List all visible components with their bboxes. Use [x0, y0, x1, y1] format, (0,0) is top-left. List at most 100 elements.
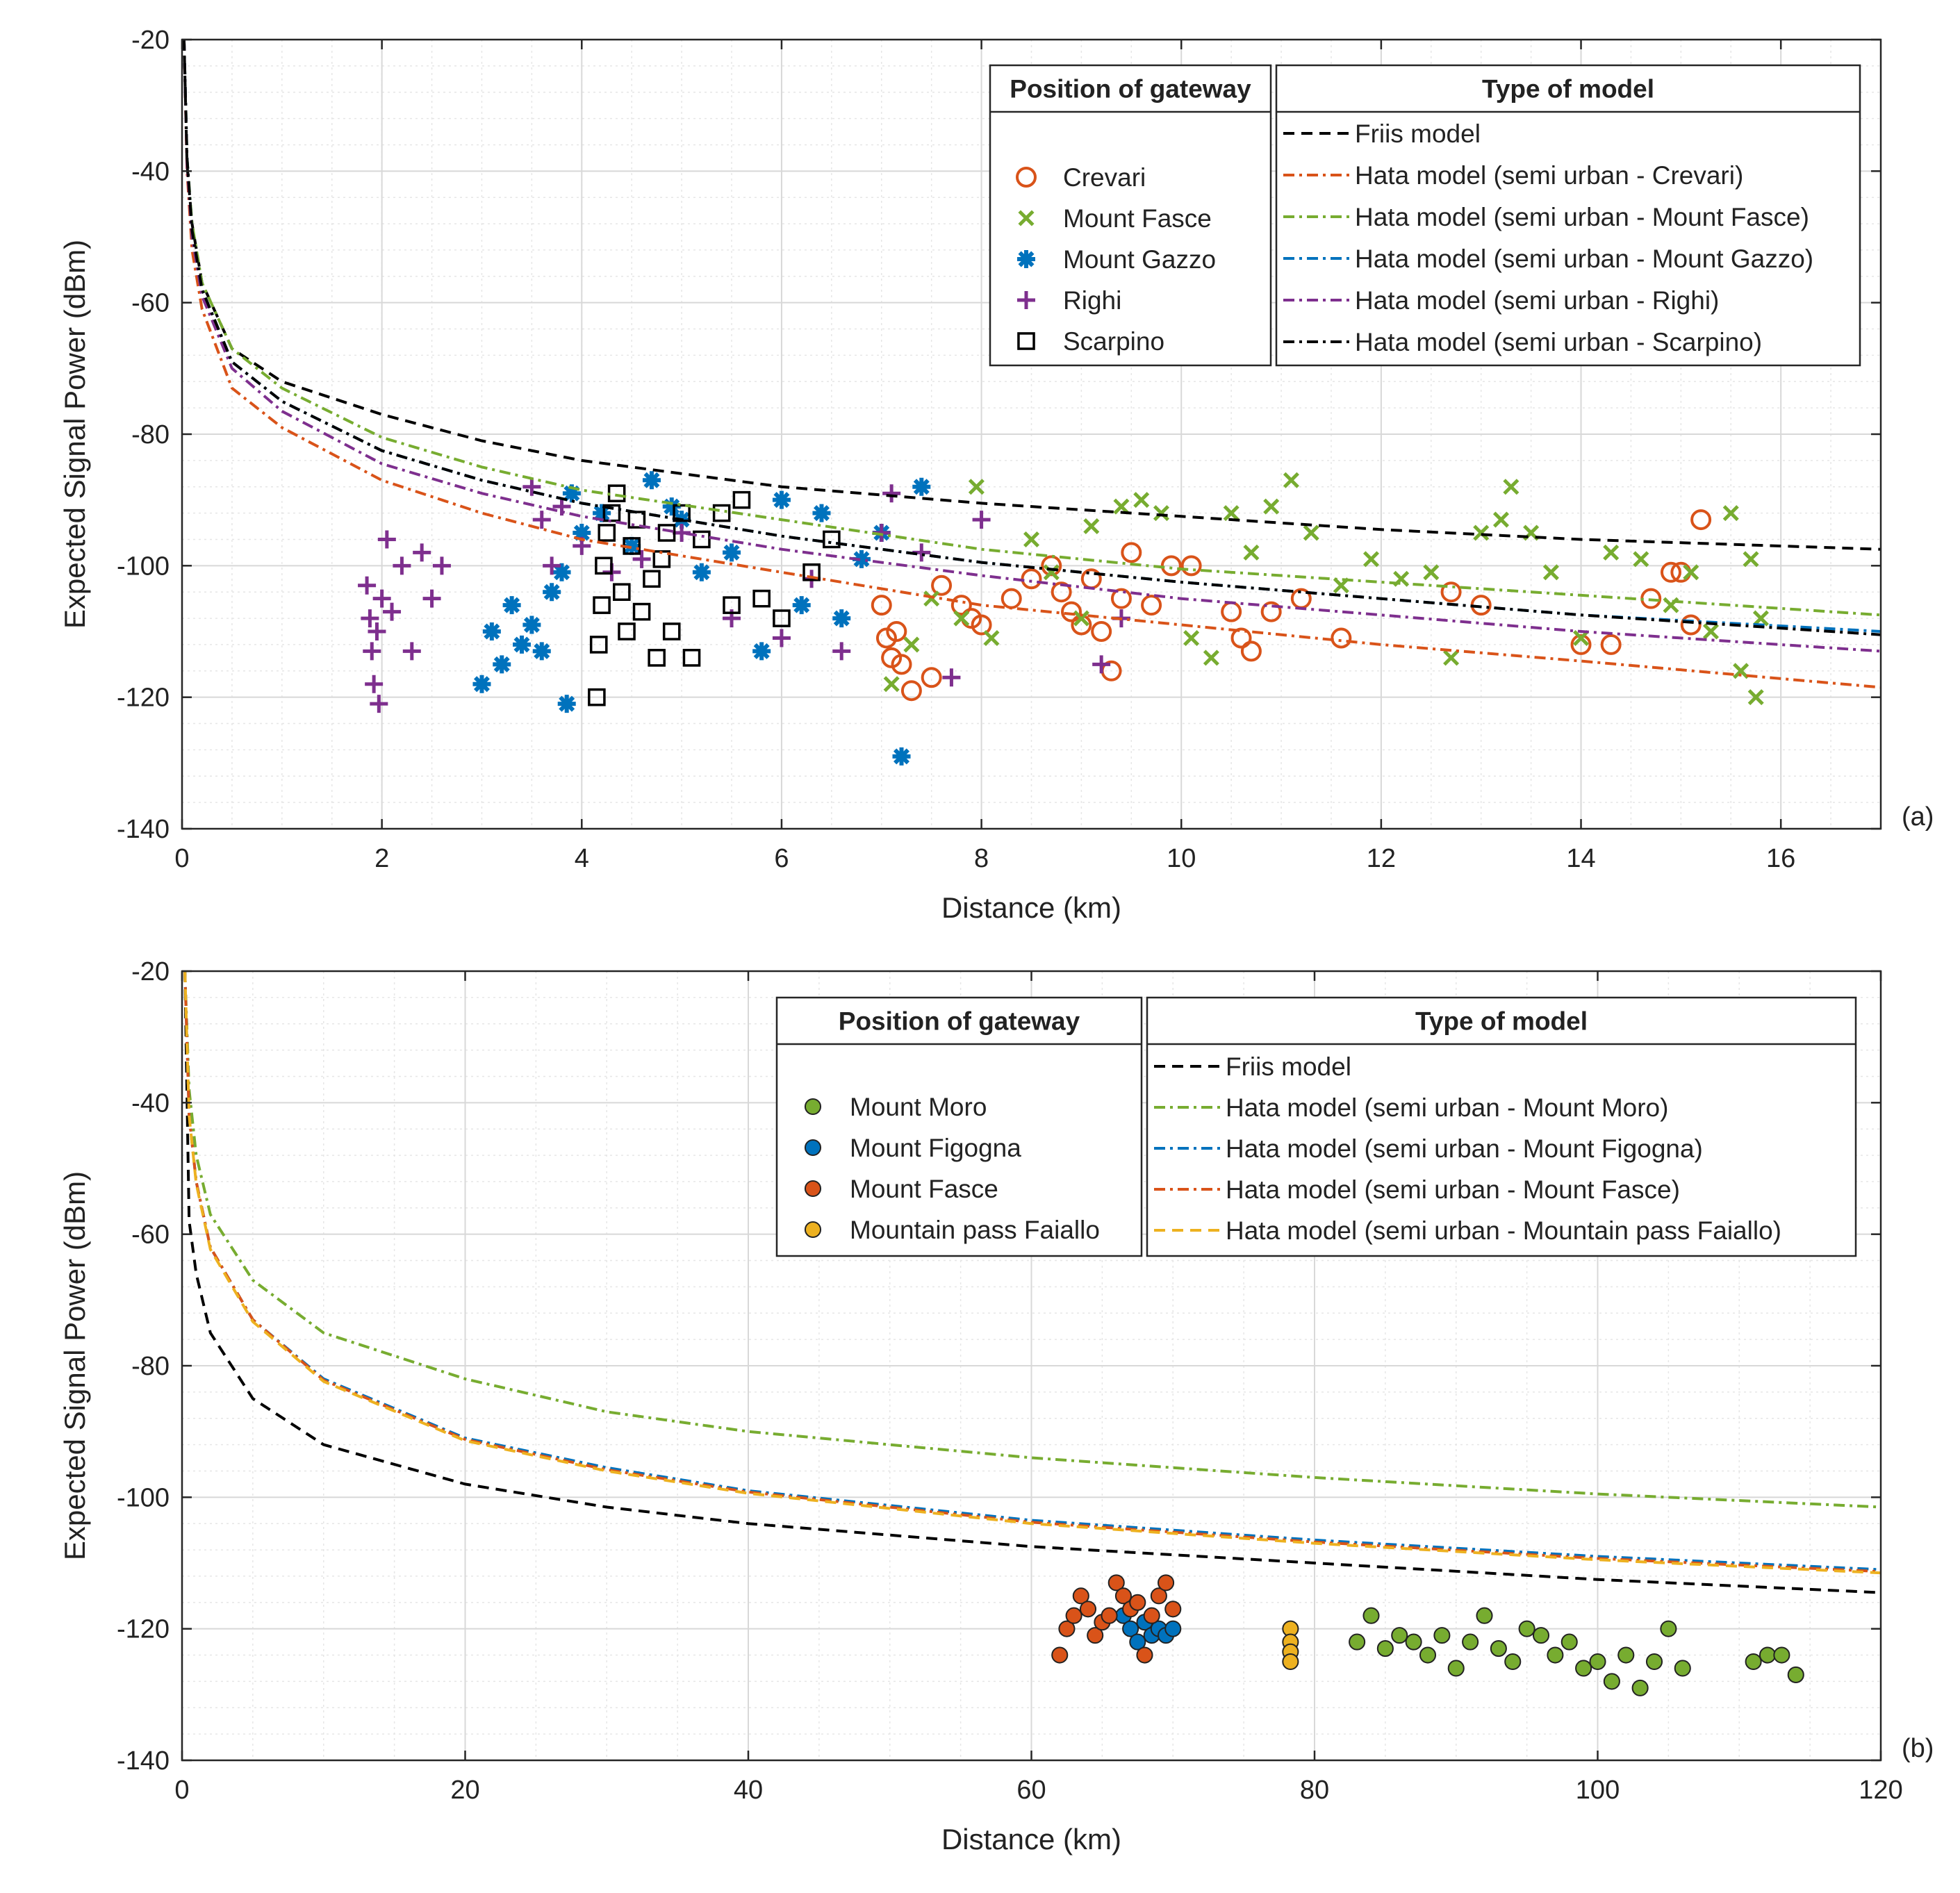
series-mount-gazzo [472, 471, 931, 766]
data-point-righi [363, 642, 381, 661]
data-point-mount-gazzo [562, 484, 581, 503]
data-point-mount-fasce [1158, 1574, 1175, 1592]
x-tick-label: 14 [1566, 844, 1595, 873]
data-point-mount-fasce [1133, 492, 1150, 509]
panel-label: (a) [1902, 802, 1934, 832]
legend-item-hata-model-semi-urban-mount-moro: Hata model (semi urban - Mount Moro) [1226, 1093, 1668, 1122]
data-point-crevari [1110, 588, 1132, 609]
data-point-mount-fasce [1065, 1607, 1082, 1624]
data-point-mount-figogna [1129, 1633, 1146, 1651]
data-point-mount-fasce [1702, 623, 1720, 640]
data-point-mount-gazzo [482, 622, 501, 640]
data-point-scarpino [595, 556, 613, 575]
data-point-scarpino [693, 530, 711, 549]
y-tick-label: -100 [117, 552, 170, 581]
legend-item-hata-model-semi-urban-crevari: Hata model (semi urban - Crevari) [1355, 161, 1743, 190]
data-point-mount-figogna [1164, 1620, 1182, 1637]
data-point-mount-fasce [1114, 1587, 1132, 1605]
x-tick-label: 100 [1576, 1776, 1620, 1805]
x-tick-label: 8 [974, 844, 989, 873]
data-point-mount-fasce [1243, 544, 1260, 561]
data-point-mount-fasce [1223, 505, 1240, 522]
data-point-mount-fasce [1107, 1574, 1125, 1592]
legend-marker-mount-moro [804, 1098, 822, 1116]
data-point-mount-fasce [1283, 472, 1299, 488]
data-point-crevari [1121, 542, 1142, 563]
data-point-mount-fasce [1263, 498, 1280, 515]
legend-item-scarpino: Scarpino [1063, 327, 1164, 356]
data-point-crevari [1061, 601, 1082, 622]
legend-gateway-header: Position of gateway [1010, 75, 1251, 104]
x-tick-label: 80 [1300, 1776, 1329, 1805]
data-point-crevari [950, 595, 972, 616]
data-point-crevari [971, 614, 992, 636]
data-point-mount-fasce [1203, 650, 1219, 666]
data-point-mount-gazzo [623, 536, 641, 555]
data-point-mount-fasce [923, 590, 940, 607]
x-tick-label: 2 [374, 844, 389, 873]
y-axis-label: Expected Signal Power (dBm) [58, 240, 91, 629]
legend: Position of gateway Type of model Mount Mo… [775, 996, 1857, 1257]
data-point-mount-moro [1504, 1653, 1522, 1671]
data-point-crevari [1690, 509, 1712, 531]
data-point-mount-gazzo [522, 615, 541, 634]
y-tick-label: -60 [131, 1221, 170, 1250]
data-point-mount-fasce [1072, 1587, 1089, 1605]
curve-friis-model [183, 971, 1881, 1594]
data-point-mount-fasce [883, 676, 900, 693]
y-tick-label: -140 [117, 815, 170, 844]
data-point-crevari [871, 595, 892, 616]
curve-layer [183, 971, 1881, 1594]
data-point-crevari [931, 574, 953, 596]
data-point-mount-moro [1433, 1627, 1451, 1644]
data-point-crevari [1331, 627, 1352, 649]
data-point-scarpino [589, 636, 608, 654]
data-point-mount-moro [1589, 1653, 1606, 1671]
curve-hata-model-semi-urban-mount-moro [183, 971, 1881, 1509]
data-point-mount-moro [1462, 1633, 1479, 1651]
x-axis-label: Distance (km) [941, 891, 1121, 924]
data-point-crevari [900, 680, 922, 702]
data-point-mount-fasce [1183, 629, 1200, 646]
data-point-mount-gazzo [642, 471, 661, 490]
data-point-mount-fasce [1752, 610, 1769, 627]
data-point-mount-gazzo [513, 635, 531, 654]
x-tick-label: 10 [1167, 844, 1196, 873]
data-point-crevari [1260, 601, 1282, 622]
data-point-righi [413, 543, 431, 562]
data-point-mount-moro [1447, 1660, 1465, 1677]
legend-marker-righi [1017, 291, 1035, 309]
data-point-mount-moro [1645, 1653, 1663, 1671]
data-point-mount-fasce [1051, 1646, 1069, 1664]
data-point-mount-fasce [1113, 498, 1130, 515]
data-point-mount-moro [1376, 1640, 1394, 1658]
data-point-mount-gazzo [812, 504, 831, 522]
data-point-mount-gazzo [912, 477, 931, 496]
data-point-mount-moro [1631, 1679, 1649, 1696]
panel-label: (b) [1902, 1734, 1934, 1763]
data-point-mount-moro [1617, 1646, 1635, 1664]
data-point-mount-fasce [1722, 505, 1739, 522]
data-point-mount-fasce [1136, 1646, 1153, 1664]
data-point-mount-gazzo [502, 596, 521, 615]
data-point-mount-fasce [1743, 551, 1759, 568]
data-point-righi [532, 511, 551, 529]
legend-marker-mountain-pass-faiallo [804, 1221, 822, 1239]
legend-item-hata-model-semi-urban-mount-fasce: Hata model (semi urban - Mount Fasce) [1355, 203, 1809, 231]
data-point-scarpino [593, 596, 611, 614]
legend-item-mount-fasce: Mount Fasce [1063, 204, 1212, 233]
series-mount-fasce [1051, 1574, 1182, 1664]
data-point-righi [972, 511, 991, 529]
data-point-mount-gazzo [892, 747, 911, 766]
data-point-mount-moro [1787, 1666, 1804, 1683]
legend-marker-mount-figogna [804, 1139, 822, 1157]
data-point-scarpino [723, 596, 741, 614]
data-point-mount-fasce [968, 479, 985, 495]
x-tick-label: 16 [1766, 844, 1795, 873]
data-point-mount-moro [1532, 1627, 1550, 1644]
data-point-crevari [891, 654, 912, 675]
legend-marker-mount-fasce [804, 1180, 822, 1198]
data-point-mount-gazzo [772, 490, 791, 509]
data-point-mount-fasce [1303, 524, 1319, 541]
data-point-scarpino [602, 504, 621, 522]
